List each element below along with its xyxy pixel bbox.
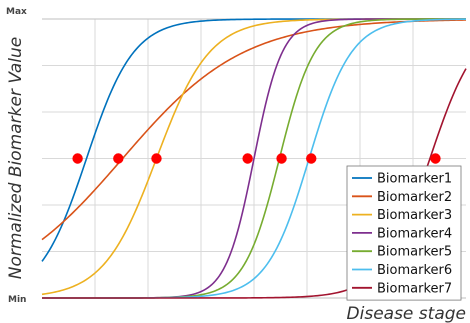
series-curves (41, 18, 467, 299)
legend-label-biomarker6: Biomarker6 (377, 263, 452, 278)
marker-biomarker7 (430, 153, 441, 164)
legend-label-biomarker1: Biomarker1 (377, 172, 452, 187)
marker-biomarker1 (72, 153, 83, 164)
y-tick-max: Max (6, 7, 27, 17)
midpoint-markers (72, 153, 441, 164)
x-axis-title: Disease stage (347, 304, 466, 323)
marker-biomarker6 (306, 153, 317, 164)
marker-biomarker4 (242, 153, 253, 164)
marker-biomarker5 (276, 153, 287, 164)
legend-label-biomarker3: Biomarker3 (377, 208, 452, 223)
legend: Biomarker1 Biomarker2 Biomarker3 Biomarker4… (346, 165, 462, 301)
marker-biomarker2 (113, 153, 124, 164)
series-line-biomarker2 (41, 19, 467, 241)
legend-label-biomarker5: Biomarker5 (377, 245, 452, 260)
legend-label-biomarker2: Biomarker2 (377, 190, 452, 205)
legend-label-biomarker7: Biomarker7 (377, 281, 452, 296)
y-tick-min: Min (8, 295, 26, 305)
legend-label-biomarker4: Biomarker4 (377, 226, 452, 241)
y-axis-title: Normalized Biomarker Value (6, 37, 26, 279)
marker-biomarker3 (151, 153, 162, 164)
